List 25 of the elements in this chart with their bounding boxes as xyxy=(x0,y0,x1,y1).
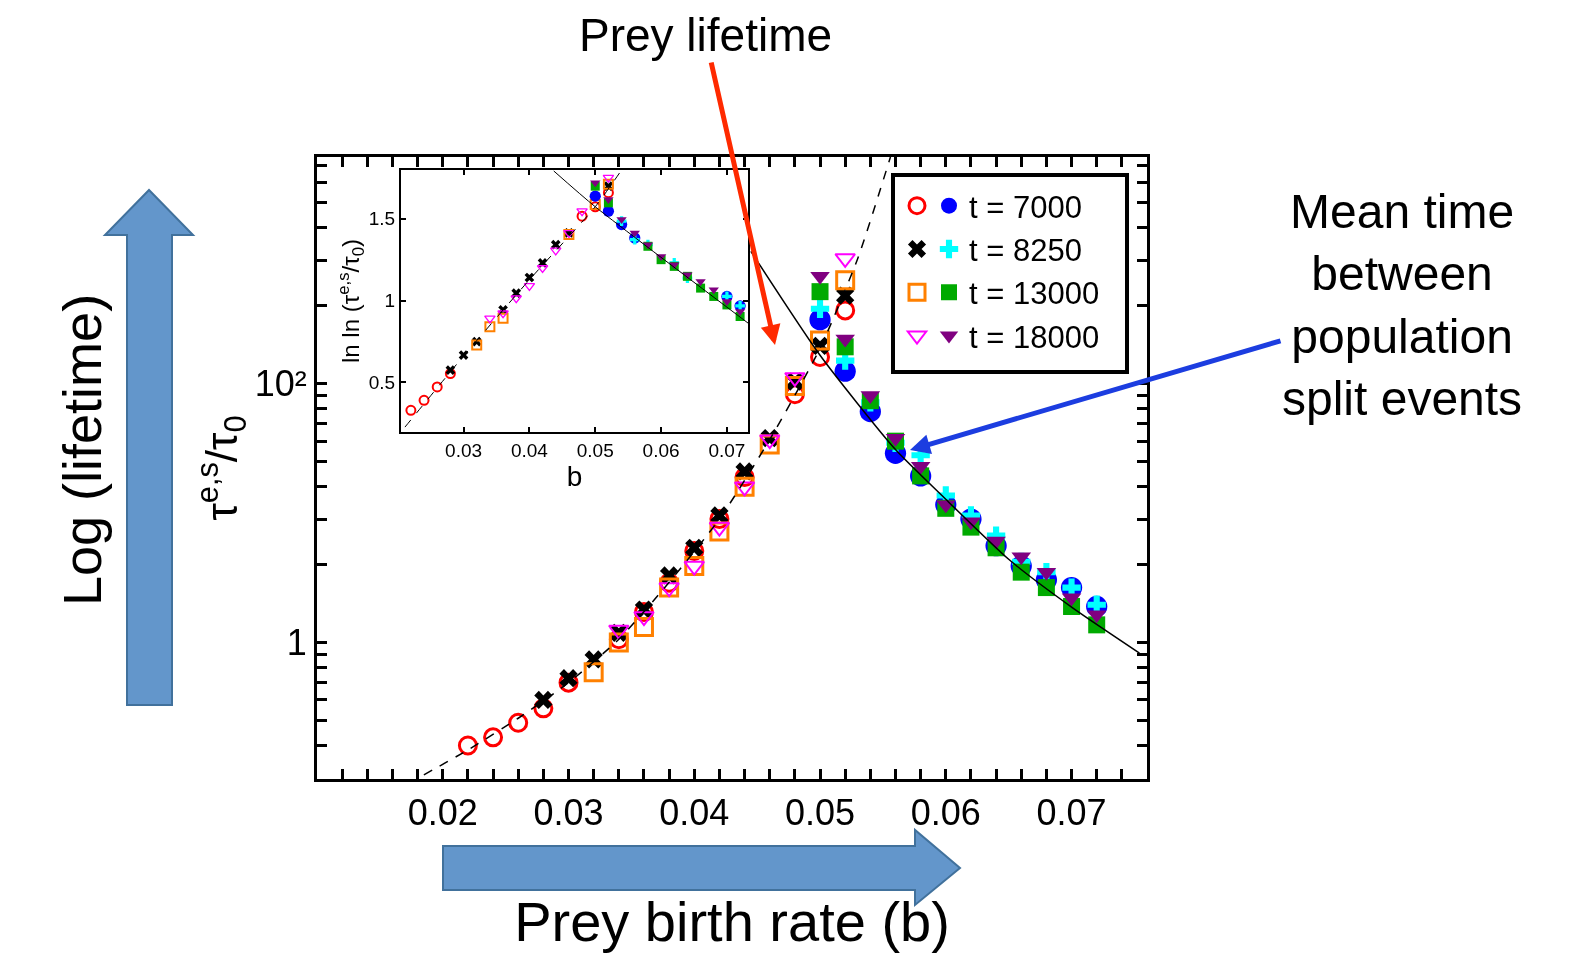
legend-label: t = 18000 xyxy=(969,319,1100,355)
y-tick-label: 1 xyxy=(384,290,396,312)
x-tick-label: 0.03 xyxy=(445,439,483,461)
legend-label: t = 7000 xyxy=(969,189,1082,225)
x-tick-label: 0.07 xyxy=(708,439,746,461)
legend-label: t = 13000 xyxy=(969,276,1100,312)
y-tick-label: 0.5 xyxy=(368,371,396,393)
text: Prey lifetime xyxy=(579,9,833,61)
x-tick-label: 0.04 xyxy=(510,439,549,461)
x-tick-label: 0.06 xyxy=(910,792,981,834)
x-tick-label: 0.06 xyxy=(642,439,680,461)
x-axis-title: Prey birth rate (b) xyxy=(514,889,950,953)
x-tick-label: 0.03 xyxy=(533,792,604,834)
text: Mean time between population split events xyxy=(1282,185,1523,426)
y-tick-label: 1.5 xyxy=(368,208,396,230)
x-tick-label: 0.02 xyxy=(407,792,478,834)
x-axis-title: b xyxy=(566,460,583,492)
x-tick-label: 0.04 xyxy=(659,792,730,834)
y-tick-label: 1 xyxy=(286,622,307,664)
text: Log (lifetime) xyxy=(52,293,112,606)
legend-label: t = 8250 xyxy=(969,233,1082,269)
x-tick-label: 0.05 xyxy=(576,439,614,461)
x-tick-label: 0.05 xyxy=(784,792,856,834)
x-tick-label: 0.07 xyxy=(1036,792,1107,834)
y-tick-label: 10² xyxy=(254,363,307,405)
